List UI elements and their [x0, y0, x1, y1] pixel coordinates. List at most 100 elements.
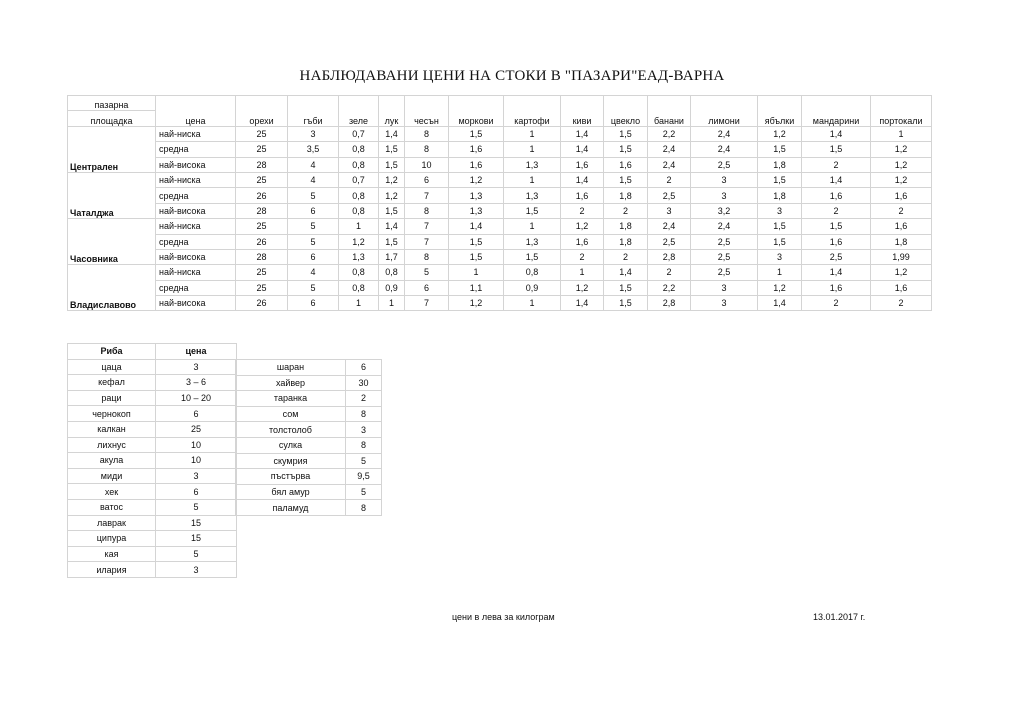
price-cell: 1,4: [560, 295, 604, 312]
fish-price: 5: [155, 545, 237, 563]
price-cell: 2,5: [690, 248, 758, 266]
price-cell: 1: [503, 141, 561, 158]
product-header: зеле: [338, 95, 379, 127]
product-header: цвекло: [603, 95, 648, 127]
price-cell: 3,5: [287, 141, 339, 158]
price-cell: 26: [235, 295, 288, 312]
fish-name: чернокоп: [67, 405, 156, 422]
price-cell: 2: [801, 202, 871, 220]
price-cell: 2: [801, 156, 871, 173]
price-cell: 1: [448, 264, 504, 281]
price-cell: 25: [235, 218, 288, 235]
fish-price: 3: [155, 561, 237, 578]
price-cell: 1,8: [603, 187, 648, 204]
fish-price: 3: [155, 358, 237, 376]
price-cell: 1,2: [448, 171, 504, 189]
price-cell: 7: [404, 218, 449, 235]
price-cell: 5: [287, 233, 339, 250]
fish-row: лаврак 15: [67, 514, 237, 532]
fish-header-row: Риба цена: [67, 343, 237, 360]
price-cell: 28: [235, 156, 288, 173]
table-row: Централен най-ниска 25 3 0,7 1,4 8 1,5 1 1,4 1,5 2,…: [67, 125, 932, 173]
price-cell: 2,8: [647, 248, 691, 266]
price-cell: 1,4: [603, 264, 648, 281]
price-cell: 1,4: [757, 295, 802, 312]
price-cell: 25: [235, 141, 288, 158]
price-cell: 1: [503, 295, 561, 312]
price-cell: 1,4: [560, 171, 604, 189]
price-cell: 3,2: [690, 202, 758, 220]
price-cell: 2,2: [647, 125, 691, 143]
price-cell: 2: [560, 248, 604, 266]
price-cell: 0,8: [503, 264, 561, 281]
price-cell: 1,4: [560, 141, 604, 158]
fish-name: скумрия: [235, 452, 346, 470]
price-cell: 1,5: [378, 202, 405, 220]
fish-table-left: Риба цена цаца 3 кефал 3 – 6 раци 10 – 20 черн…: [67, 343, 237, 578]
table-row: най-висока 28 6 0,8 1,5 8 1,3 1,5 2 2 3 3,2 3 2 2: [68, 202, 932, 220]
price-cell: 2,2: [647, 279, 691, 297]
fish-price: 15: [155, 530, 237, 547]
price-cell: 0,9: [378, 279, 405, 297]
price-cell: 1,5: [757, 141, 802, 158]
price-cell: 1,5: [757, 233, 802, 250]
price-cell: 3: [690, 295, 758, 312]
fish-name-header: Риба: [67, 343, 156, 360]
price-cell: 3: [690, 171, 758, 189]
header-row: площадка: [67, 110, 932, 127]
price-cell: 1,6: [801, 279, 871, 297]
price-cell: 25: [235, 264, 288, 281]
price-level: най-ниска: [155, 264, 236, 281]
fish-row: миди 3: [67, 467, 237, 485]
fish-table-right: шаран 6 хайвер 30 таранка 2 сом 8 толстолоб 3 сулк…: [235, 359, 382, 516]
price-cell: 6: [287, 295, 339, 312]
price-cell: 1,6: [870, 187, 932, 204]
price-cell: 1,6: [801, 233, 871, 250]
fish-row: паламуд 8: [235, 499, 382, 516]
price-cell: 2,4: [647, 218, 691, 235]
price-cell: 1,2: [870, 141, 932, 158]
price-cell: 0,8: [338, 202, 379, 220]
price-cell: 2: [603, 202, 648, 220]
product-header: киви: [560, 95, 604, 127]
fish-price: 6: [155, 483, 237, 500]
product-header: орехи: [235, 95, 288, 127]
price-cell: 1,8: [870, 233, 932, 250]
price-cell: 1: [338, 218, 379, 235]
market-name: Владиславово: [67, 264, 156, 312]
price-cell: 7: [404, 187, 449, 204]
fish-name: таранка: [235, 390, 346, 407]
price-level: най-висока: [155, 156, 236, 173]
fish-name: пъстърва: [235, 468, 346, 485]
price-cell: 1: [503, 218, 561, 235]
price-cell: 2,5: [801, 248, 871, 266]
price-cell: 5: [404, 264, 449, 281]
price-cell: 2: [801, 295, 871, 312]
fish-row: шаран 6: [235, 359, 382, 376]
product-header: портокали: [870, 95, 932, 127]
price-cell: 2,8: [647, 295, 691, 312]
fish-name: сом: [235, 405, 346, 423]
price-cell: 4: [287, 171, 339, 189]
price-cell: 1,5: [503, 202, 561, 220]
fish-price: 5: [345, 452, 382, 470]
price-cell: 25: [235, 279, 288, 297]
price-cell: 1: [338, 295, 379, 312]
price-cell: 2,4: [690, 125, 758, 143]
product-header: лук: [378, 95, 405, 127]
table-row: средна 26 5 0,8 1,2 7 1,3 1,3 1,6 1,8 2,5 3 1,8 1,6 1,…: [68, 187, 932, 204]
fish-row: чернокоп 6: [67, 405, 237, 422]
fish-row: сулка 8: [235, 436, 382, 454]
price-cell: 1,2: [560, 279, 604, 297]
price-cell: 1,6: [801, 187, 871, 204]
price-cell: 2,5: [690, 264, 758, 281]
fish-name: акула: [67, 452, 156, 469]
price-cell: 1,5: [448, 125, 504, 143]
price-cell: 1: [503, 171, 561, 189]
price-cell: 1: [757, 264, 802, 281]
market-name: Централен: [67, 125, 156, 173]
fish-price: 25: [155, 420, 237, 438]
price-cell: 1,3: [503, 156, 561, 173]
product-header: картофи: [503, 95, 561, 127]
price-cell: 1,3: [448, 187, 504, 204]
